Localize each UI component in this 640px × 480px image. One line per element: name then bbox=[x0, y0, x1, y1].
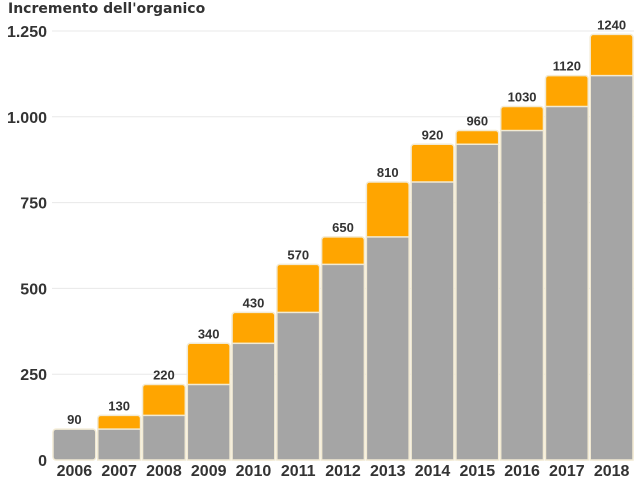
data-labels: 90 130 220 340 430 570 650 810 920 960 1030 1120 124… bbox=[67, 17, 626, 427]
bar-base bbox=[141, 414, 187, 461]
x-tick-label: 2013 bbox=[370, 463, 406, 480]
x-tick-label: 2018 bbox=[594, 463, 630, 480]
x-tick-label: 2017 bbox=[549, 463, 585, 480]
x-tick-label: 2007 bbox=[101, 463, 137, 480]
bar-base bbox=[231, 342, 276, 461]
bar-base bbox=[186, 383, 231, 461]
bar-base bbox=[499, 129, 545, 461]
data-label: 570 bbox=[287, 247, 309, 262]
y-tick-label: 750 bbox=[20, 196, 47, 213]
data-label: 1030 bbox=[508, 90, 537, 105]
data-label: 920 bbox=[422, 127, 444, 142]
bar-base bbox=[544, 105, 589, 461]
chart-title: Incremento dell'organico bbox=[8, 1, 206, 17]
data-label: 130 bbox=[108, 398, 130, 413]
bar-base bbox=[320, 263, 366, 461]
bar-base bbox=[97, 428, 142, 461]
data-label: 1240 bbox=[597, 17, 626, 32]
x-tick-label: 2016 bbox=[504, 463, 540, 480]
data-label: 960 bbox=[466, 114, 488, 129]
x-tick-label: 2009 bbox=[191, 463, 227, 480]
y-tick-label: 1.000 bbox=[7, 110, 47, 127]
x-tick-label: 2008 bbox=[146, 463, 182, 480]
bar-base bbox=[276, 311, 321, 461]
data-label: 90 bbox=[67, 412, 81, 427]
y-tick-label: 0 bbox=[38, 453, 47, 470]
x-axis: 2006 2007 2008 2009 2010 2011 2012 2013 2014 2015… bbox=[57, 463, 630, 480]
data-label: 430 bbox=[243, 295, 265, 310]
y-tick-label: 1.250 bbox=[7, 24, 47, 41]
bar-base bbox=[52, 428, 97, 461]
data-label: 810 bbox=[377, 165, 399, 180]
bar-base bbox=[365, 236, 410, 461]
bars bbox=[52, 33, 634, 461]
x-tick-label: 2014 bbox=[415, 463, 451, 480]
bar-base bbox=[410, 181, 455, 461]
data-label: 340 bbox=[198, 326, 220, 341]
y-axis: 0 250 500 750 1.000 1.250 bbox=[7, 24, 47, 470]
data-label: 650 bbox=[332, 220, 354, 235]
bar-base bbox=[455, 143, 500, 461]
x-tick-label: 2006 bbox=[57, 463, 93, 480]
x-tick-label: 2011 bbox=[281, 463, 316, 480]
x-tick-label: 2012 bbox=[325, 463, 361, 480]
x-tick-label: 2010 bbox=[236, 463, 272, 480]
y-tick-label: 250 bbox=[20, 367, 47, 384]
data-label: 220 bbox=[153, 367, 175, 382]
y-tick-label: 500 bbox=[20, 281, 47, 298]
bar-base bbox=[589, 74, 634, 461]
x-tick-label: 2015 bbox=[460, 463, 496, 480]
data-label: 1120 bbox=[553, 59, 581, 74]
